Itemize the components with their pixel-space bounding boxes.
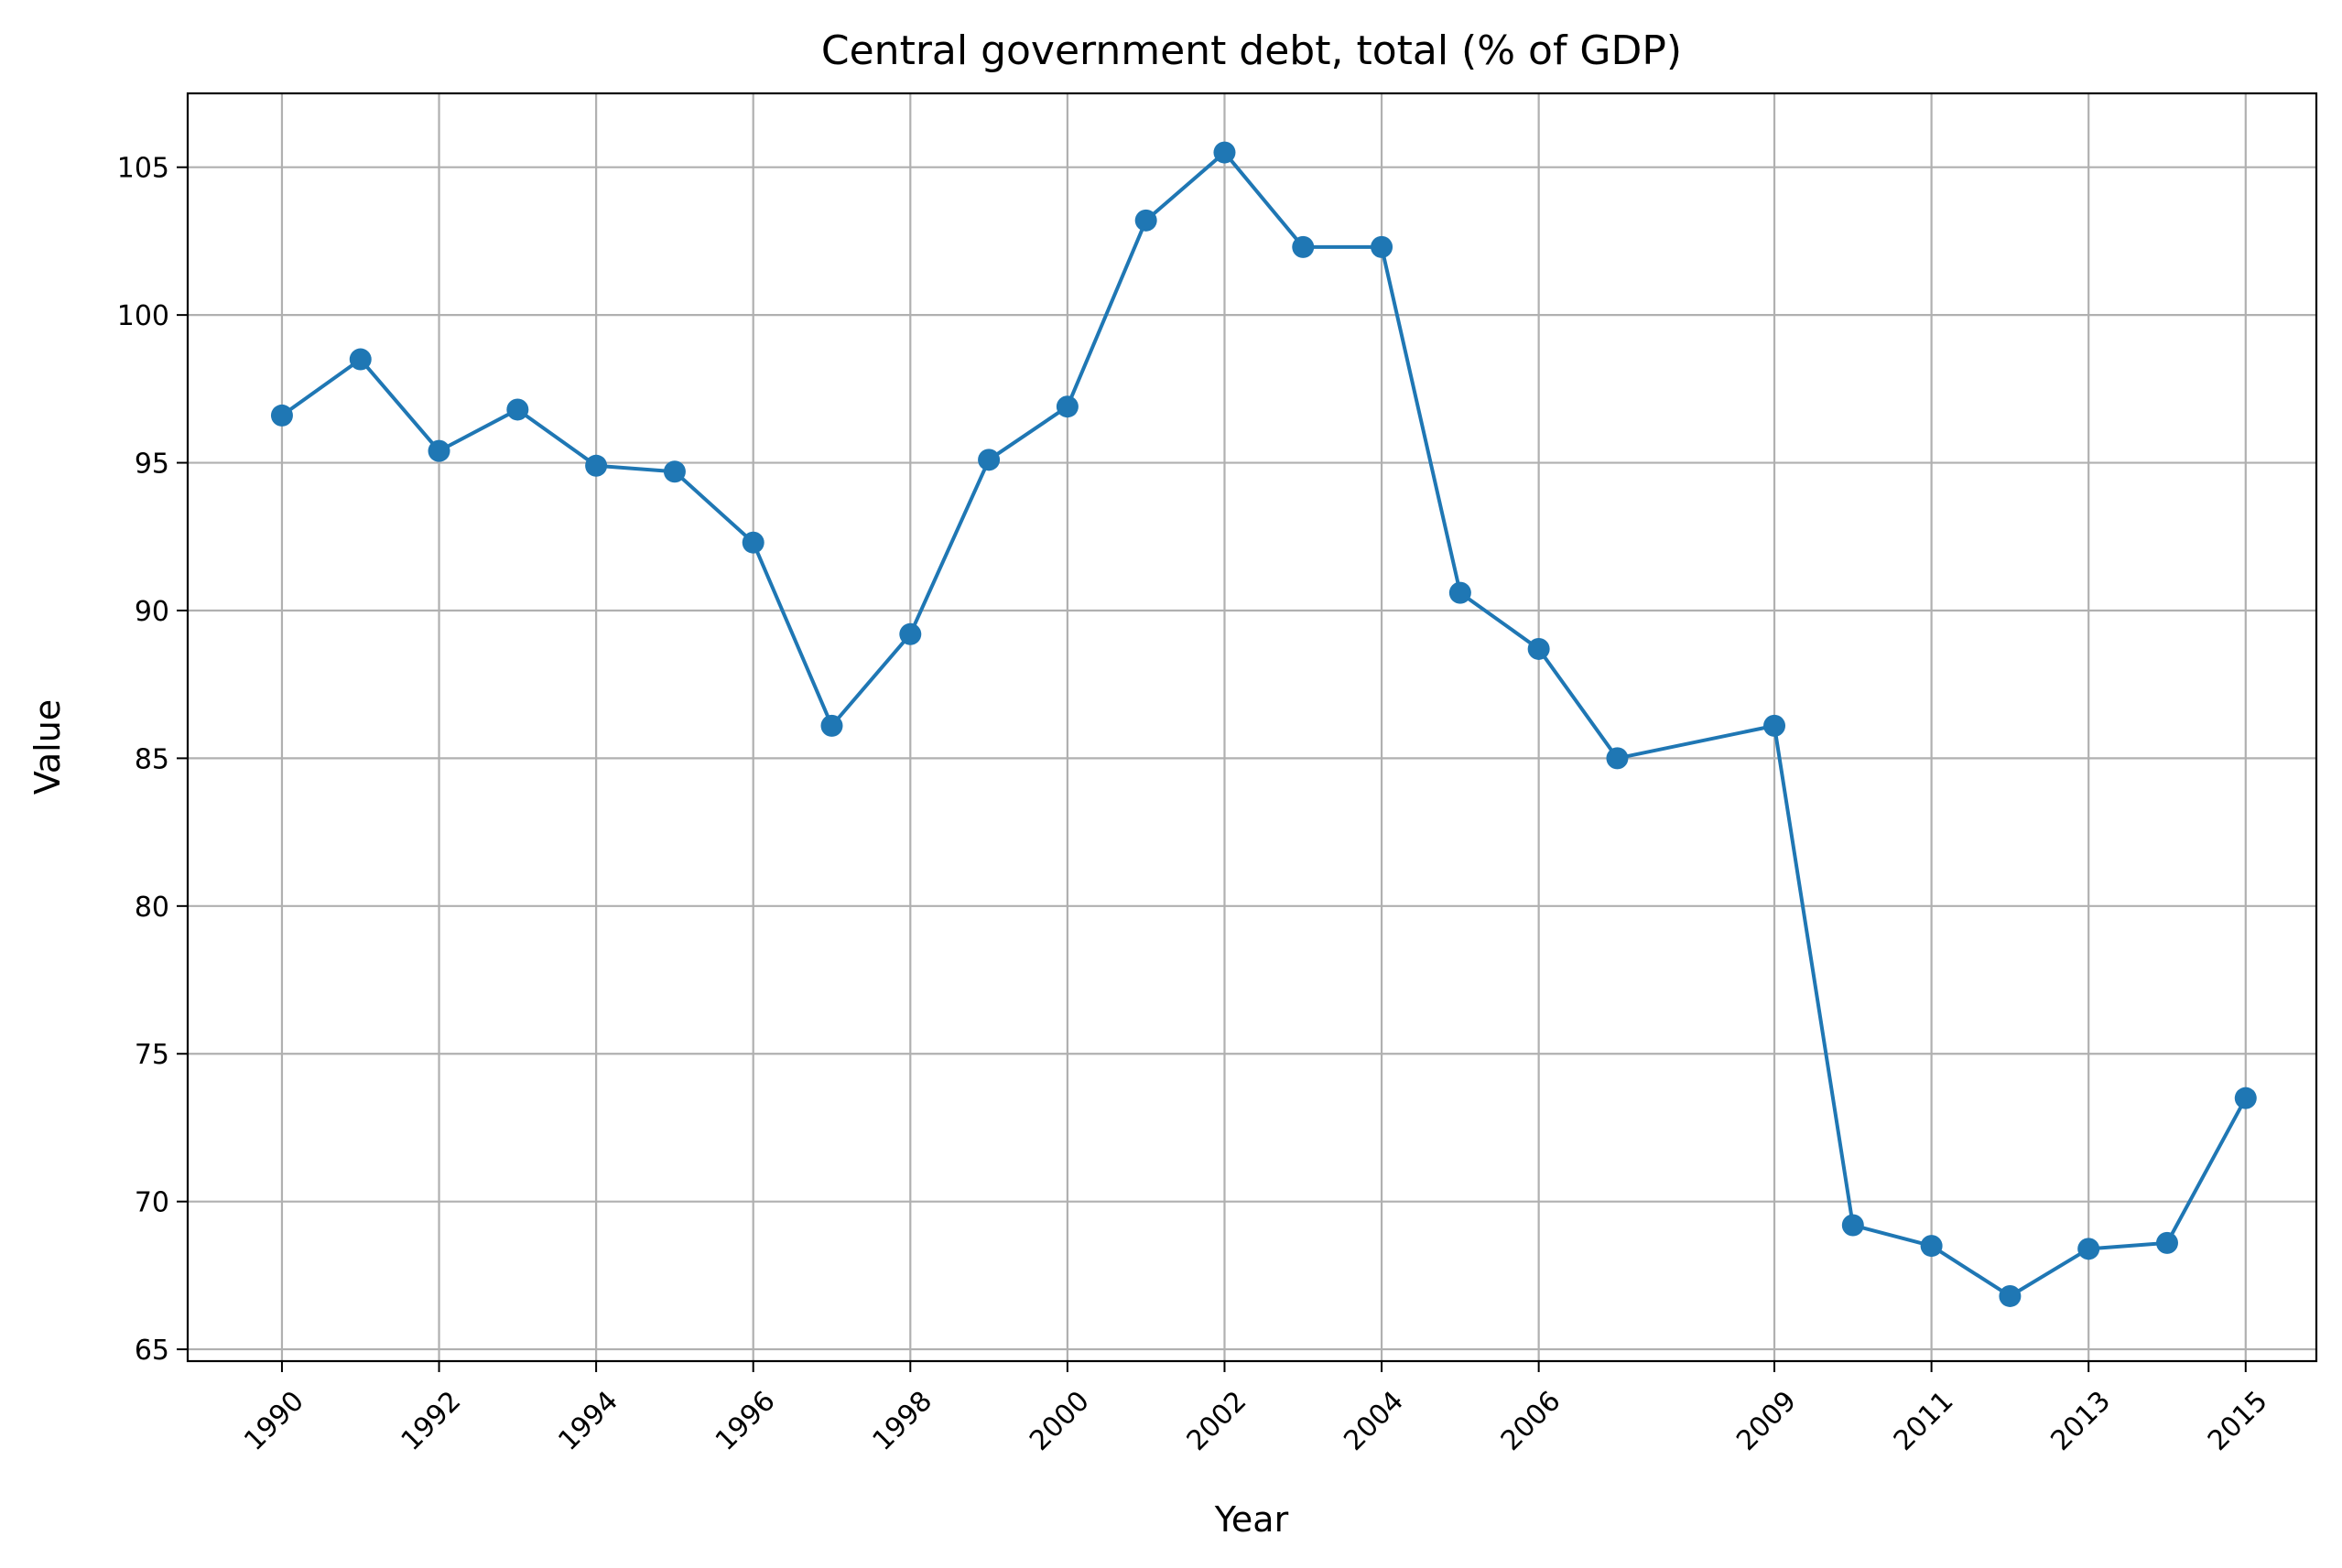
x-tick-label: 1990	[238, 1385, 310, 1457]
data-point	[2234, 1087, 2257, 1109]
data-point	[1920, 1235, 1943, 1258]
data-point	[2155, 1231, 2178, 1254]
y-tick-label: 90	[135, 596, 169, 628]
grid-lines	[188, 93, 2316, 1361]
series-line	[280, 150, 2248, 1298]
data-point	[428, 439, 450, 462]
data-point	[1841, 1214, 1864, 1237]
x-tick-label: 2015	[2202, 1385, 2274, 1457]
data-point	[2077, 1238, 2100, 1260]
x-tick-label: 2013	[2044, 1385, 2117, 1457]
data-point	[978, 449, 1001, 471]
x-tick-label: 1996	[710, 1385, 782, 1457]
y-tick-label: 80	[135, 892, 169, 924]
y-tick-label: 100	[117, 300, 169, 332]
x-tick-label: 1998	[866, 1385, 938, 1457]
x-tick-label: 1994	[552, 1385, 624, 1457]
y-tick-label: 95	[135, 449, 169, 481]
data-point	[1056, 395, 1079, 418]
x-tick-label: 2011	[1888, 1385, 1960, 1457]
data-point	[1134, 209, 1157, 232]
data-point	[820, 714, 843, 737]
data-point	[1213, 141, 1236, 164]
x-axis-ticks: 1990 1992 1994 1996 1998 2000 2002 2004 2006 2009…	[238, 1361, 2274, 1457]
data-point	[1448, 581, 1471, 604]
x-tick-label: 2009	[1730, 1385, 1803, 1457]
data-series	[270, 141, 2257, 1307]
data-point	[506, 398, 529, 421]
plot-frame	[186, 92, 2318, 1363]
chart-title: Central government debt, total (% of GDP…	[821, 27, 1682, 74]
y-tick-label: 75	[135, 1039, 169, 1071]
x-tick-label: 2004	[1338, 1385, 1410, 1457]
x-tick-label: 2002	[1181, 1385, 1253, 1457]
y-axis-ticks: 65 70 75 80 85 90 95 100 105	[117, 153, 188, 1367]
data-point	[1292, 235, 1315, 258]
data-point	[899, 622, 922, 645]
data-point	[1371, 235, 1393, 258]
data-point	[585, 454, 608, 477]
y-tick-label: 105	[117, 153, 169, 185]
y-tick-label: 70	[135, 1187, 169, 1219]
data-point	[349, 348, 372, 371]
data-point	[663, 460, 686, 483]
x-tick-label: 1992	[396, 1385, 468, 1457]
data-point	[1999, 1284, 2022, 1307]
y-axis-label: Value	[27, 699, 68, 795]
data-point	[1606, 747, 1629, 770]
data-point	[270, 404, 293, 427]
y-tick-label: 65	[135, 1335, 169, 1367]
x-axis-label: Year	[1214, 1499, 1289, 1540]
data-point	[1527, 637, 1550, 660]
data-point	[1763, 714, 1786, 737]
data-point	[742, 531, 764, 554]
x-tick-label: 2000	[1024, 1385, 1096, 1457]
y-tick-label: 85	[135, 743, 169, 775]
x-tick-label: 2006	[1495, 1385, 1567, 1457]
